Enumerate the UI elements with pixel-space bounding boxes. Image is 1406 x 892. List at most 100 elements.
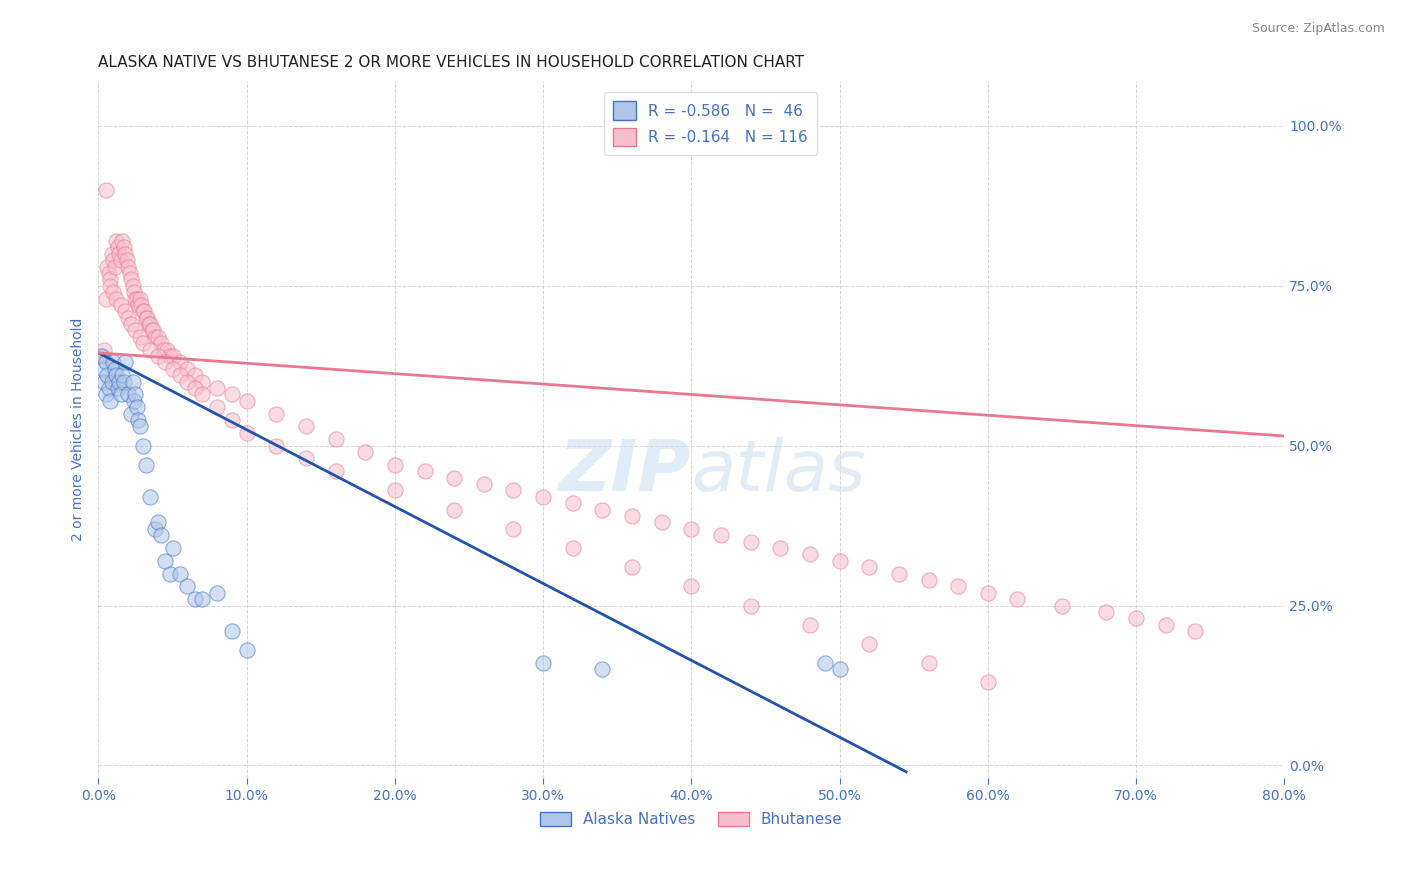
Point — [124, 387, 146, 401]
Point — [828, 663, 851, 677]
Point — [110, 253, 132, 268]
Point — [98, 278, 121, 293]
Point — [443, 502, 465, 516]
Point — [591, 502, 613, 516]
Point — [122, 393, 145, 408]
Point — [325, 464, 347, 478]
Point — [162, 362, 184, 376]
Point — [132, 439, 155, 453]
Point — [169, 566, 191, 581]
Point — [117, 260, 139, 274]
Point — [110, 298, 132, 312]
Point — [138, 317, 160, 331]
Point — [561, 496, 583, 510]
Point — [977, 585, 1000, 599]
Point — [977, 675, 1000, 690]
Point — [142, 323, 165, 337]
Point — [169, 368, 191, 383]
Point — [127, 298, 149, 312]
Point — [917, 656, 939, 670]
Point — [205, 585, 228, 599]
Point — [139, 317, 162, 331]
Point — [125, 292, 148, 306]
Point — [129, 330, 152, 344]
Point — [384, 483, 406, 498]
Point — [621, 508, 644, 523]
Point — [266, 407, 288, 421]
Point — [651, 516, 673, 530]
Point — [91, 362, 114, 376]
Point — [97, 381, 120, 395]
Point — [153, 355, 176, 369]
Point — [887, 566, 910, 581]
Point — [184, 592, 207, 607]
Point — [153, 554, 176, 568]
Point — [531, 490, 554, 504]
Point — [127, 413, 149, 427]
Point — [176, 375, 198, 389]
Point — [124, 292, 146, 306]
Point — [94, 355, 117, 369]
Point — [152, 343, 174, 357]
Point — [115, 253, 138, 268]
Point — [295, 451, 318, 466]
Point — [354, 445, 377, 459]
Point — [205, 381, 228, 395]
Point — [104, 260, 127, 274]
Point — [814, 656, 837, 670]
Point — [107, 381, 129, 395]
Point — [114, 355, 136, 369]
Point — [1154, 617, 1177, 632]
Point — [221, 413, 243, 427]
Point — [105, 234, 128, 248]
Point — [135, 458, 157, 472]
Point — [96, 260, 118, 274]
Point — [156, 343, 179, 357]
Point — [134, 304, 156, 318]
Point — [266, 439, 288, 453]
Point — [111, 234, 134, 248]
Point — [146, 349, 169, 363]
Point — [120, 272, 142, 286]
Point — [91, 349, 114, 363]
Point — [769, 541, 792, 555]
Point — [135, 310, 157, 325]
Point — [129, 292, 152, 306]
Point — [124, 323, 146, 337]
Point — [169, 355, 191, 369]
Point — [502, 522, 524, 536]
Y-axis label: 2 or more Vehicles in Household: 2 or more Vehicles in Household — [72, 318, 86, 541]
Point — [141, 323, 163, 337]
Point — [948, 579, 970, 593]
Point — [143, 330, 166, 344]
Point — [295, 419, 318, 434]
Point — [621, 560, 644, 574]
Point — [325, 432, 347, 446]
Point — [681, 579, 703, 593]
Point — [98, 393, 121, 408]
Point — [122, 285, 145, 299]
Point — [105, 292, 128, 306]
Point — [104, 362, 127, 376]
Point — [125, 401, 148, 415]
Point — [413, 464, 436, 478]
Point — [799, 547, 821, 561]
Point — [131, 298, 153, 312]
Point — [143, 522, 166, 536]
Point — [799, 617, 821, 632]
Point — [1125, 611, 1147, 625]
Point — [235, 643, 257, 657]
Point — [205, 401, 228, 415]
Point — [191, 375, 214, 389]
Point — [221, 624, 243, 639]
Point — [162, 349, 184, 363]
Point — [146, 330, 169, 344]
Point — [132, 304, 155, 318]
Point — [114, 246, 136, 260]
Point — [100, 375, 122, 389]
Text: Source: ZipAtlas.com: Source: ZipAtlas.com — [1251, 22, 1385, 36]
Point — [90, 349, 112, 363]
Point — [103, 285, 125, 299]
Point — [118, 266, 141, 280]
Point — [191, 592, 214, 607]
